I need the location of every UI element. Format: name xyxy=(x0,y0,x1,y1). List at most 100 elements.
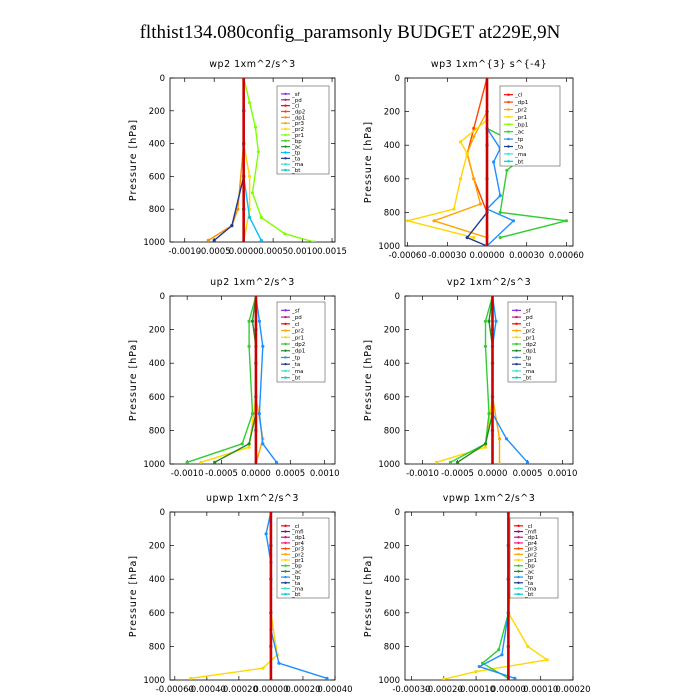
y-tick-label: 200 xyxy=(149,326,165,336)
legend-label: _bt xyxy=(291,592,301,598)
y-tick-label: 800 xyxy=(149,205,165,215)
legend-label: _pr4 xyxy=(524,541,538,547)
data-point xyxy=(247,174,252,178)
legend: _cl_mfl_dp1_pr4_pr3_pr2_pr1_bp_ac_tp_ta_… xyxy=(276,517,330,599)
y-tick-label: 1000 xyxy=(378,676,400,686)
legend-label: _ta xyxy=(524,581,533,587)
legend-marker xyxy=(284,575,287,579)
series-line-pr1 xyxy=(407,78,488,239)
legend-marker xyxy=(517,570,520,573)
legend-marker xyxy=(507,145,510,148)
x-tick-label: 0.0005 xyxy=(275,469,305,479)
data-point xyxy=(406,219,410,223)
legend-marker xyxy=(515,369,518,373)
data-point xyxy=(261,442,265,446)
plot-frame xyxy=(404,295,574,465)
legend-label: _pr1 xyxy=(514,115,527,121)
data-point xyxy=(494,319,498,323)
legend: _cl_mfl_dp1_pr4_pr3_pr2_pr1_bp_ac_tp_ta_… xyxy=(509,517,559,599)
data-point xyxy=(247,215,252,219)
legend-label: _pr2 xyxy=(524,552,537,558)
legend-marker xyxy=(284,342,287,346)
legend-marker xyxy=(284,151,287,154)
legend-label: _bt xyxy=(291,168,301,174)
legend-label: _pr3 xyxy=(291,121,305,127)
legend-label: _pr4 xyxy=(291,541,305,547)
legend-marker xyxy=(515,309,518,312)
x-tick-label: -0.0010 xyxy=(406,469,439,479)
legend-label: _tp xyxy=(291,151,301,157)
data-point xyxy=(483,344,488,348)
legend-label: _ma xyxy=(514,152,526,158)
legend-label: _dp1 xyxy=(291,115,305,121)
legend-marker xyxy=(284,157,287,160)
x-tick-label: -0.00060 xyxy=(389,251,427,261)
legend-label: _cl xyxy=(291,524,300,530)
plot-frame xyxy=(169,77,336,243)
y-tick-label: 800 xyxy=(384,208,400,218)
data-point xyxy=(477,664,481,669)
x-tick-label: -0.00030 xyxy=(392,685,430,695)
legend-marker xyxy=(515,336,518,339)
legend-marker xyxy=(515,315,518,319)
legend-label: _ma xyxy=(524,586,536,592)
legend-marker xyxy=(517,575,520,579)
legend-box xyxy=(499,85,561,167)
legend-label: _mfl xyxy=(524,530,537,536)
data-point xyxy=(283,232,287,236)
legend-label: _pr2 xyxy=(291,127,304,133)
legend-label: _cl xyxy=(291,104,300,110)
legend-label: _sf xyxy=(291,92,301,98)
data-point xyxy=(498,210,502,214)
legend-label: _pr3 xyxy=(291,547,305,553)
y-tick-label: 1000 xyxy=(143,238,165,248)
y-axis-label: Pressure [hPa] xyxy=(128,119,139,201)
legend-label: _ta xyxy=(522,362,531,368)
data-point xyxy=(264,532,268,536)
data-point xyxy=(497,462,502,464)
y-tick-label: 1000 xyxy=(143,460,165,470)
y-tick-label: 600 xyxy=(149,609,165,619)
data-point xyxy=(247,445,251,449)
legend-label: _dp2 xyxy=(522,342,536,348)
x-tick-label: -0.0005 xyxy=(205,469,238,479)
y-tick-label: 1000 xyxy=(378,242,400,252)
y-tick-label: 800 xyxy=(149,642,165,652)
legend-marker xyxy=(517,541,520,545)
legend-marker xyxy=(515,349,518,352)
data-point xyxy=(432,219,436,223)
y-axis-label: Pressure [hPa] xyxy=(128,555,139,637)
legend-marker xyxy=(284,92,287,96)
legend: _sf_pd_cl_pr2_pr1_dp2_dp1_tp_ta_ma_bt xyxy=(507,301,557,383)
data-point xyxy=(256,150,260,154)
data-point xyxy=(465,152,469,156)
legend-label: _bp xyxy=(291,564,302,570)
legend-marker xyxy=(517,524,520,528)
data-point xyxy=(247,442,251,446)
data-point xyxy=(250,191,255,195)
data-point xyxy=(545,658,549,662)
data-point xyxy=(240,442,244,446)
x-tick-label: 0.00020 xyxy=(555,685,590,695)
legend: _cl_dp1 _pr2_pr1_bp1 _ac_tp _ta_ma_bt xyxy=(499,85,561,167)
data-point xyxy=(259,238,263,242)
legend-marker xyxy=(284,329,287,332)
data-point xyxy=(472,135,476,139)
legend-label: _tp xyxy=(514,137,524,143)
chart-panel-6: vpwp 1xm^2/s^3 Pressure [hPa] 0 200 400 600 80… xyxy=(363,493,591,695)
legend-marker xyxy=(517,592,520,596)
data-point xyxy=(511,219,516,223)
legend-marker xyxy=(507,160,510,163)
legend-box xyxy=(276,301,326,383)
y-tick-label: 0 xyxy=(160,292,165,302)
data-point xyxy=(525,460,530,464)
series-line-dp1 xyxy=(466,78,488,246)
data-point xyxy=(261,344,265,348)
data-point xyxy=(247,319,251,323)
y-tick-label: 0 xyxy=(395,74,400,84)
y-tick-label: 200 xyxy=(384,542,400,552)
legend-label: _ac xyxy=(514,130,524,136)
legend-marker xyxy=(517,581,520,584)
legend-label: _cl xyxy=(291,322,300,328)
legend-label: _bt xyxy=(291,376,301,382)
